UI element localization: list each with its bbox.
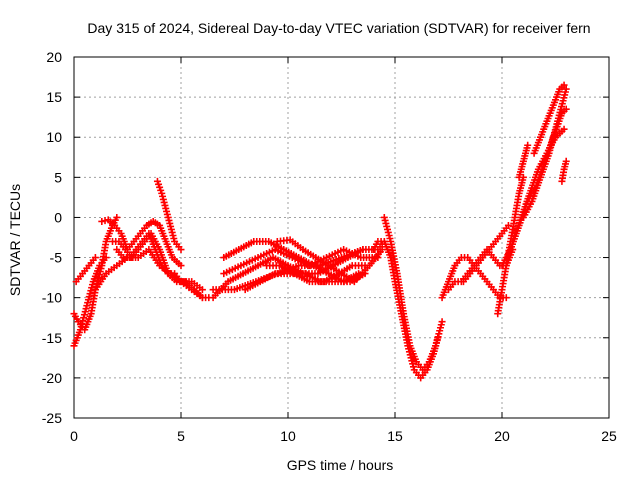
satellite-track-7 <box>109 229 213 302</box>
satellite-track-6 <box>113 229 206 294</box>
y-tick-label: 15 <box>46 89 62 105</box>
y-tick-label: 20 <box>46 49 62 65</box>
satellite-track-3 <box>72 254 99 286</box>
satellite-track-8 <box>153 177 185 254</box>
satellite-track-5 <box>98 216 185 270</box>
satellite-track-14 <box>263 262 369 286</box>
y-tick-label: -10 <box>42 290 62 306</box>
x-tick-label: 25 <box>601 428 617 444</box>
data-point-marker <box>562 157 570 165</box>
data-point-marker <box>438 318 446 326</box>
data-point-marker <box>91 254 99 262</box>
data-point-marker <box>113 213 121 221</box>
x-axis-label: GPS time / hours <box>287 457 394 473</box>
data-point-marker <box>98 217 106 225</box>
y-tick-label: 10 <box>46 129 62 145</box>
y-tick-label: -25 <box>42 410 62 426</box>
data-point-marker <box>524 141 532 149</box>
data-series <box>70 81 570 382</box>
x-tick-label: 5 <box>177 428 185 444</box>
x-tick-label: 20 <box>494 428 510 444</box>
data-point-marker <box>560 81 568 89</box>
satellite-track-4 <box>91 246 206 302</box>
satellite-track-21 <box>494 173 527 318</box>
satellite-track-20 <box>459 221 512 286</box>
satellite-track-25 <box>530 81 568 157</box>
y-axis-label: SDTVAR / TECUs <box>7 184 23 296</box>
y-tick-label: -20 <box>42 370 62 386</box>
plot-frame <box>73 56 610 419</box>
data-point-marker <box>177 262 185 270</box>
data-point-marker <box>562 85 570 93</box>
data-point-marker <box>504 221 512 229</box>
y-tick-label: -15 <box>42 330 62 346</box>
satellite-track-26 <box>515 141 532 181</box>
satellite-track-27 <box>558 157 570 185</box>
chart-title: Day 315 of 2024, Sidereal Day-to-day VTE… <box>87 20 590 36</box>
y-tick-label: 0 <box>54 209 62 225</box>
satellite-track-15 <box>273 236 386 286</box>
data-point-marker <box>198 286 206 294</box>
x-tick-label: 0 <box>70 428 78 444</box>
data-point-marker <box>502 294 510 302</box>
satellite-track-17 <box>380 213 446 374</box>
satellite-track-24 <box>519 85 570 221</box>
satellite-track-2 <box>70 213 121 334</box>
axis-ticks: 0 5 10 15 20 25 -25 -20 -15 -10 -5 0 5 10 15 20 <box>42 49 617 444</box>
x-tick-label: 15 <box>387 428 403 444</box>
y-tick-label: -5 <box>50 250 63 266</box>
x-tick-label: 10 <box>280 428 296 444</box>
data-point-marker <box>101 217 109 225</box>
data-point-marker <box>177 246 185 254</box>
y-tick-label: 5 <box>54 169 62 185</box>
satellite-track-18 <box>438 254 510 302</box>
data-point-marker <box>560 125 568 133</box>
